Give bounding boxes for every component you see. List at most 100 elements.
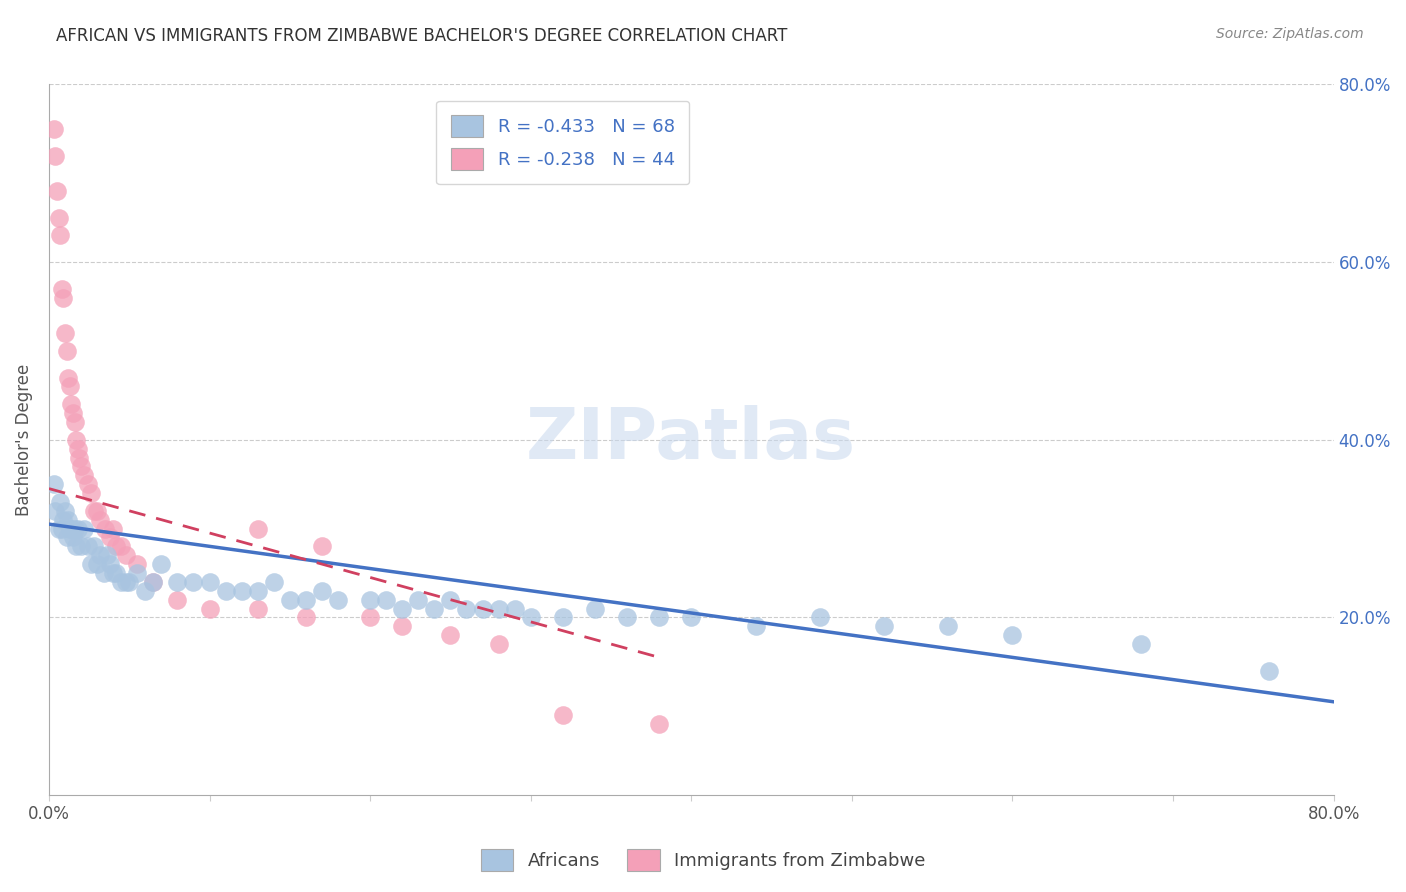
Point <box>214 583 236 598</box>
Point <box>66 442 89 456</box>
Point <box>456 601 478 615</box>
Point <box>681 610 703 624</box>
Point <box>93 566 115 580</box>
Point <box>648 717 671 731</box>
Point <box>76 477 98 491</box>
Point <box>110 539 132 553</box>
Point <box>44 148 66 162</box>
Point <box>55 343 77 358</box>
Point <box>408 592 430 607</box>
Point <box>142 574 165 589</box>
Point <box>63 522 86 536</box>
Point <box>359 592 381 607</box>
Point <box>127 557 149 571</box>
Point <box>295 592 318 607</box>
Legend: R = -0.433   N = 68, R = -0.238   N = 44: R = -0.433 N = 68, R = -0.238 N = 44 <box>436 101 689 185</box>
Point <box>62 406 84 420</box>
Point <box>59 379 82 393</box>
Point <box>246 601 269 615</box>
Point <box>53 326 76 340</box>
Legend: Africans, Immigrants from Zimbabwe: Africans, Immigrants from Zimbabwe <box>474 842 932 879</box>
Point <box>115 574 138 589</box>
Point <box>60 397 83 411</box>
Text: Source: ZipAtlas.com: Source: ZipAtlas.com <box>1216 27 1364 41</box>
Point <box>423 601 446 615</box>
Point <box>52 513 75 527</box>
Point <box>98 557 121 571</box>
Point <box>53 504 76 518</box>
Point <box>86 557 108 571</box>
Point <box>231 583 253 598</box>
Point <box>69 450 91 465</box>
Text: AFRICAN VS IMMIGRANTS FROM ZIMBABWE BACHELOR'S DEGREE CORRELATION CHART: AFRICAN VS IMMIGRANTS FROM ZIMBABWE BACH… <box>56 27 787 45</box>
Point <box>873 619 896 633</box>
Point <box>1001 628 1024 642</box>
Point <box>150 557 173 571</box>
Point <box>134 583 156 598</box>
Point <box>166 574 188 589</box>
Point <box>83 539 105 553</box>
Point <box>311 539 333 553</box>
Point <box>616 610 638 624</box>
Point <box>96 548 118 562</box>
Point <box>648 610 671 624</box>
Point <box>65 539 87 553</box>
Point <box>246 583 269 598</box>
Point <box>58 513 80 527</box>
Point <box>375 592 398 607</box>
Point <box>439 628 461 642</box>
Point <box>488 601 510 615</box>
Point <box>42 477 65 491</box>
Point <box>110 574 132 589</box>
Point <box>73 468 96 483</box>
Point <box>391 601 413 615</box>
Point <box>80 486 103 500</box>
Point <box>73 522 96 536</box>
Point <box>105 539 128 553</box>
Point <box>519 610 541 624</box>
Point <box>103 522 125 536</box>
Point <box>503 601 526 615</box>
Point <box>44 504 66 518</box>
Point <box>263 574 285 589</box>
Point <box>583 601 606 615</box>
Point <box>103 566 125 580</box>
Point <box>76 539 98 553</box>
Point <box>65 433 87 447</box>
Point <box>359 610 381 624</box>
Point <box>808 610 831 624</box>
Point <box>1258 664 1281 678</box>
Point <box>94 522 117 536</box>
Point <box>551 708 574 723</box>
Point <box>52 291 75 305</box>
Point <box>744 619 766 633</box>
Point <box>311 583 333 598</box>
Point <box>166 592 188 607</box>
Point <box>49 495 72 509</box>
Point <box>551 610 574 624</box>
Point <box>118 574 141 589</box>
Point <box>198 601 221 615</box>
Point <box>183 574 205 589</box>
Point <box>70 459 93 474</box>
Point <box>142 574 165 589</box>
Point <box>471 601 494 615</box>
Text: ZIPatlas: ZIPatlas <box>526 405 856 475</box>
Point <box>936 619 959 633</box>
Point <box>326 592 349 607</box>
Point <box>1129 637 1152 651</box>
Point <box>98 531 121 545</box>
Point <box>46 184 69 198</box>
Point <box>246 522 269 536</box>
Point <box>198 574 221 589</box>
Point <box>42 121 65 136</box>
Point <box>127 566 149 580</box>
Point <box>63 415 86 429</box>
Point <box>391 619 413 633</box>
Point <box>60 522 83 536</box>
Y-axis label: Bachelor's Degree: Bachelor's Degree <box>15 364 32 516</box>
Point <box>89 513 111 527</box>
Point <box>278 592 301 607</box>
Point <box>83 504 105 518</box>
Point <box>439 592 461 607</box>
